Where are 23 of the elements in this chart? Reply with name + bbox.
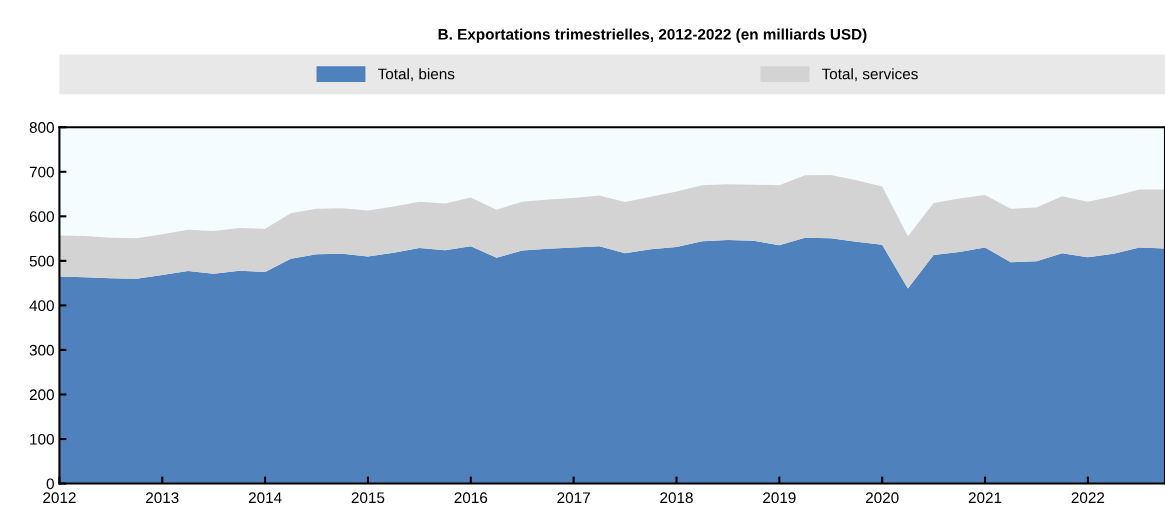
x-tick-label: 2015 (351, 492, 385, 504)
legend-label: Total, services (821, 68, 918, 82)
y-tick-label: 700 (29, 166, 54, 178)
x-tick-label: 2018 (660, 492, 693, 504)
x-tick-label: 2020 (865, 492, 899, 504)
y-tick-label: 400 (29, 300, 54, 312)
x-tick-label: 2012 (43, 492, 76, 504)
y-tick-label: 0 (46, 478, 54, 490)
x-tick-label: 2016 (454, 492, 488, 504)
x-tick-label: 2022 (1071, 492, 1105, 504)
x-tick-label: 2014 (248, 492, 282, 504)
y-tick-label: 100 (30, 433, 54, 445)
x-tick-label: 2013 (146, 492, 179, 504)
legend-label: Total, biens (377, 68, 455, 82)
y-tick-label: 200 (29, 389, 54, 401)
chart-title: B. Exportations trimestrielles, 2012-2022 (en milliards USD) (438, 28, 867, 43)
x-tick-label: 2019 (763, 492, 796, 504)
y-tick-label: 500 (29, 255, 54, 267)
x-tick-label: 2021 (968, 492, 1002, 504)
y-tick-label: 300 (29, 344, 54, 356)
y-tick-label: 800 (29, 122, 54, 133)
y-tick-label: 600 (29, 211, 54, 223)
x-tick-label: 2017 (557, 492, 590, 504)
